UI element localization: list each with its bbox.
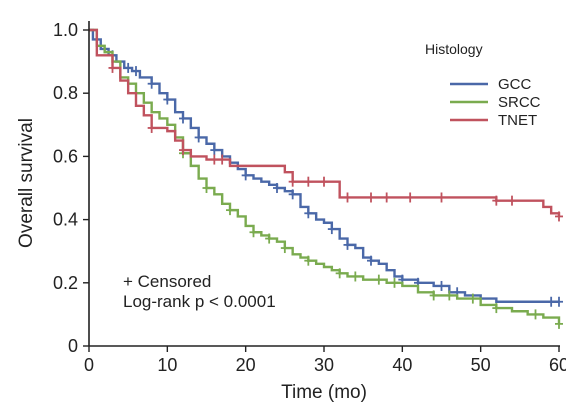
censor-mark-gcc — [273, 183, 281, 193]
censor-mark-tnet — [508, 195, 516, 206]
annotation-logrank: Log-rank p < 0.0001 — [123, 292, 276, 311]
censor-mark-gcc — [194, 132, 203, 143]
censor-mark-srcc — [468, 293, 477, 304]
y-tick-label: 0.2 — [53, 273, 78, 293]
x-ticks: 0 10 20 30 40 50 60 — [84, 346, 566, 375]
censor-mark-srcc — [531, 309, 540, 320]
censor-mark-srcc — [445, 290, 454, 301]
censor-mark-srcc — [555, 318, 563, 329]
plot-marks — [89, 28, 563, 329]
censor-mark-gcc — [132, 66, 140, 77]
series-line-tnet — [89, 28, 561, 217]
censor-mark-tnet — [320, 176, 328, 187]
censor-mark-tnet — [304, 176, 313, 187]
censor-mark-tnet — [218, 154, 227, 165]
y-tick-label: 1.0 — [53, 20, 78, 40]
censor-mark-srcc — [351, 271, 360, 282]
censor-mark-tnet — [343, 192, 352, 203]
x-tick-label: 60 — [549, 355, 566, 375]
censor-mark-gcc — [555, 296, 563, 307]
y-tick-label: 0.6 — [53, 146, 78, 166]
legend-title: Histology — [425, 41, 483, 57]
censor-mark-srcc — [335, 268, 344, 279]
x-tick-label: 50 — [471, 355, 491, 375]
censor-mark-srcc — [280, 243, 289, 254]
censor-mark-tnet — [288, 176, 297, 187]
censor-mark-srcc — [265, 233, 274, 244]
legend-label-gcc: GCC — [498, 76, 532, 93]
legend-label-srcc: SRCC — [498, 94, 541, 111]
censor-mark-tnet — [406, 192, 415, 203]
censor-mark-tnet — [492, 195, 501, 206]
censor-mark-gcc — [343, 239, 352, 250]
x-tick-label: 0 — [84, 355, 94, 375]
censor-mark-tnet — [147, 122, 156, 133]
y-axis-title: Overall survival — [16, 118, 37, 248]
censor-mark-gcc — [547, 296, 556, 307]
y-tick-label: 0.8 — [53, 83, 78, 103]
y-tick-label: 0.4 — [53, 210, 78, 230]
censor-mark-gcc — [304, 208, 313, 219]
censor-mark-srcc — [429, 290, 438, 301]
censor-mark-tnet — [179, 145, 187, 156]
censor-mark-gcc — [179, 113, 187, 124]
censor-mark-srcc — [492, 303, 501, 314]
x-axis-title: Time (mo) — [281, 382, 367, 403]
censor-mark-srcc — [390, 277, 399, 288]
censor-mark-gcc — [288, 189, 297, 200]
censor-mark-gcc — [210, 145, 219, 156]
x-tick-label: 20 — [236, 355, 256, 375]
y-ticks: 0 0.2 0.4 0.6 0.8 1.0 — [53, 20, 89, 356]
censor-mark-srcc — [202, 183, 211, 193]
censor-mark-tnet — [108, 62, 117, 73]
censor-mark-gcc — [437, 280, 446, 291]
censor-mark-tnet — [367, 192, 375, 203]
censor-mark-tnet — [555, 211, 563, 222]
censor-mark-srcc — [304, 255, 313, 266]
y-tick-label: 0 — [68, 336, 78, 356]
censor-mark-gcc — [241, 170, 250, 181]
censor-mark-srcc — [374, 274, 383, 285]
legend-label-tnet: TNET — [498, 112, 537, 129]
censor-mark-srcc — [249, 227, 258, 238]
censor-mark-tnet — [210, 154, 219, 165]
censor-mark-gcc — [367, 255, 375, 266]
x-tick-label: 30 — [314, 355, 334, 375]
censor-mark-gcc — [327, 224, 336, 235]
censor-mark-tnet — [437, 192, 446, 203]
censor-mark-gcc — [147, 78, 156, 89]
censor-mark-srcc — [226, 205, 234, 216]
series-line-gcc — [89, 28, 559, 303]
censor-mark-tnet — [382, 192, 391, 203]
annotation-censored: + Censored — [123, 272, 211, 291]
censor-mark-gcc — [163, 94, 172, 105]
x-tick-label: 40 — [392, 355, 412, 375]
x-tick-label: 10 — [157, 355, 177, 375]
censor-mark-gcc — [124, 62, 133, 73]
